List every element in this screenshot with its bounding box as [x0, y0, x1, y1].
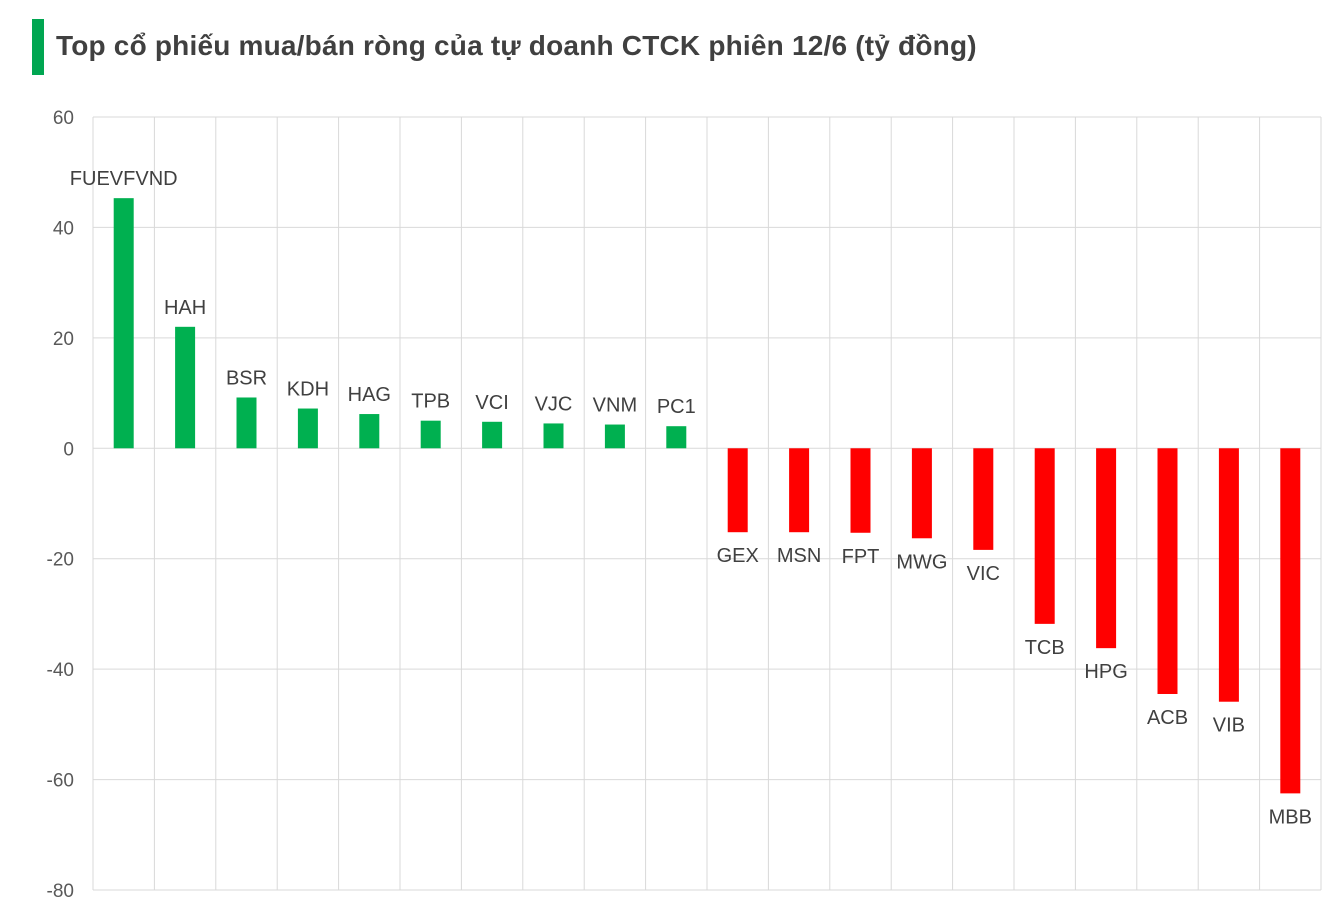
category-label-bsr: BSR	[226, 367, 267, 389]
bar-hag	[359, 414, 380, 449]
category-label-vjc: VJC	[535, 393, 573, 415]
bar-tpb	[420, 420, 441, 449]
y-tick-label: 60	[53, 108, 74, 129]
category-label-mwg: MWG	[896, 551, 947, 573]
bar-fpt	[850, 448, 871, 533]
bar-vjc	[543, 423, 564, 449]
category-label-vic: VIC	[967, 563, 1000, 585]
bar-kdh	[297, 408, 318, 449]
chart-header: Top cổ phiếu mua/bán ròng của tự doanh C…	[0, 0, 1342, 100]
bar-acb	[1157, 448, 1178, 694]
bar-labels: FUEVFVND HAH BSR KDH HAG TPB VCI VJC VNM PC1 GEX MS…	[70, 168, 1312, 828]
category-label-fuevfvnd: FUEVFVND	[70, 168, 178, 190]
y-tick-label: -80	[47, 881, 74, 902]
bar-pc1	[666, 426, 687, 449]
bar-mwg	[911, 448, 932, 539]
chart-title: Top cổ phiếu mua/bán ròng của tự doanh C…	[56, 30, 977, 61]
bar-hah	[175, 326, 196, 449]
bar-vci	[482, 421, 503, 449]
title-accent-bar	[32, 19, 44, 75]
category-label-tpb: TPB	[411, 391, 450, 413]
bar-vib	[1218, 448, 1239, 702]
y-tick-label: -20	[47, 550, 74, 571]
bar-msn	[789, 448, 810, 533]
category-label-mbb: MBB	[1269, 806, 1312, 828]
y-tick-label: 0	[63, 439, 74, 460]
bar-vic	[973, 448, 994, 550]
category-label-fpt: FPT	[842, 546, 880, 568]
category-label-vnm: VNM	[593, 395, 637, 417]
category-label-tcb: TCB	[1025, 637, 1065, 659]
category-label-vib: VIB	[1213, 715, 1245, 737]
y-axis: 60 40 20 0 -20 -40 -60 -80	[47, 108, 74, 902]
bar-hpg	[1096, 448, 1117, 649]
bar-mbb	[1280, 448, 1301, 794]
category-label-vci: VCI	[475, 392, 508, 414]
category-label-msn: MSN	[777, 545, 821, 567]
category-label-acb: ACB	[1147, 707, 1188, 729]
category-label-gex: GEX	[717, 545, 759, 567]
bars	[113, 198, 1301, 794]
category-label-hpg: HPG	[1084, 661, 1127, 683]
category-label-hag: HAG	[348, 384, 391, 406]
category-label-hah: HAH	[164, 297, 206, 319]
bar-fuevfvnd	[113, 198, 134, 449]
y-tick-label: -60	[47, 771, 74, 792]
bar-tcb	[1034, 448, 1055, 624]
y-tick-label: -40	[47, 660, 74, 681]
bar-bsr	[236, 397, 257, 449]
y-tick-label: 20	[53, 329, 74, 350]
category-label-kdh: KDH	[287, 379, 329, 401]
category-label-pc1: PC1	[657, 396, 696, 418]
gridlines	[92, 116, 1322, 891]
bar-vnm	[604, 424, 625, 449]
y-tick-label: 40	[53, 218, 74, 239]
bar-gex	[727, 448, 748, 533]
